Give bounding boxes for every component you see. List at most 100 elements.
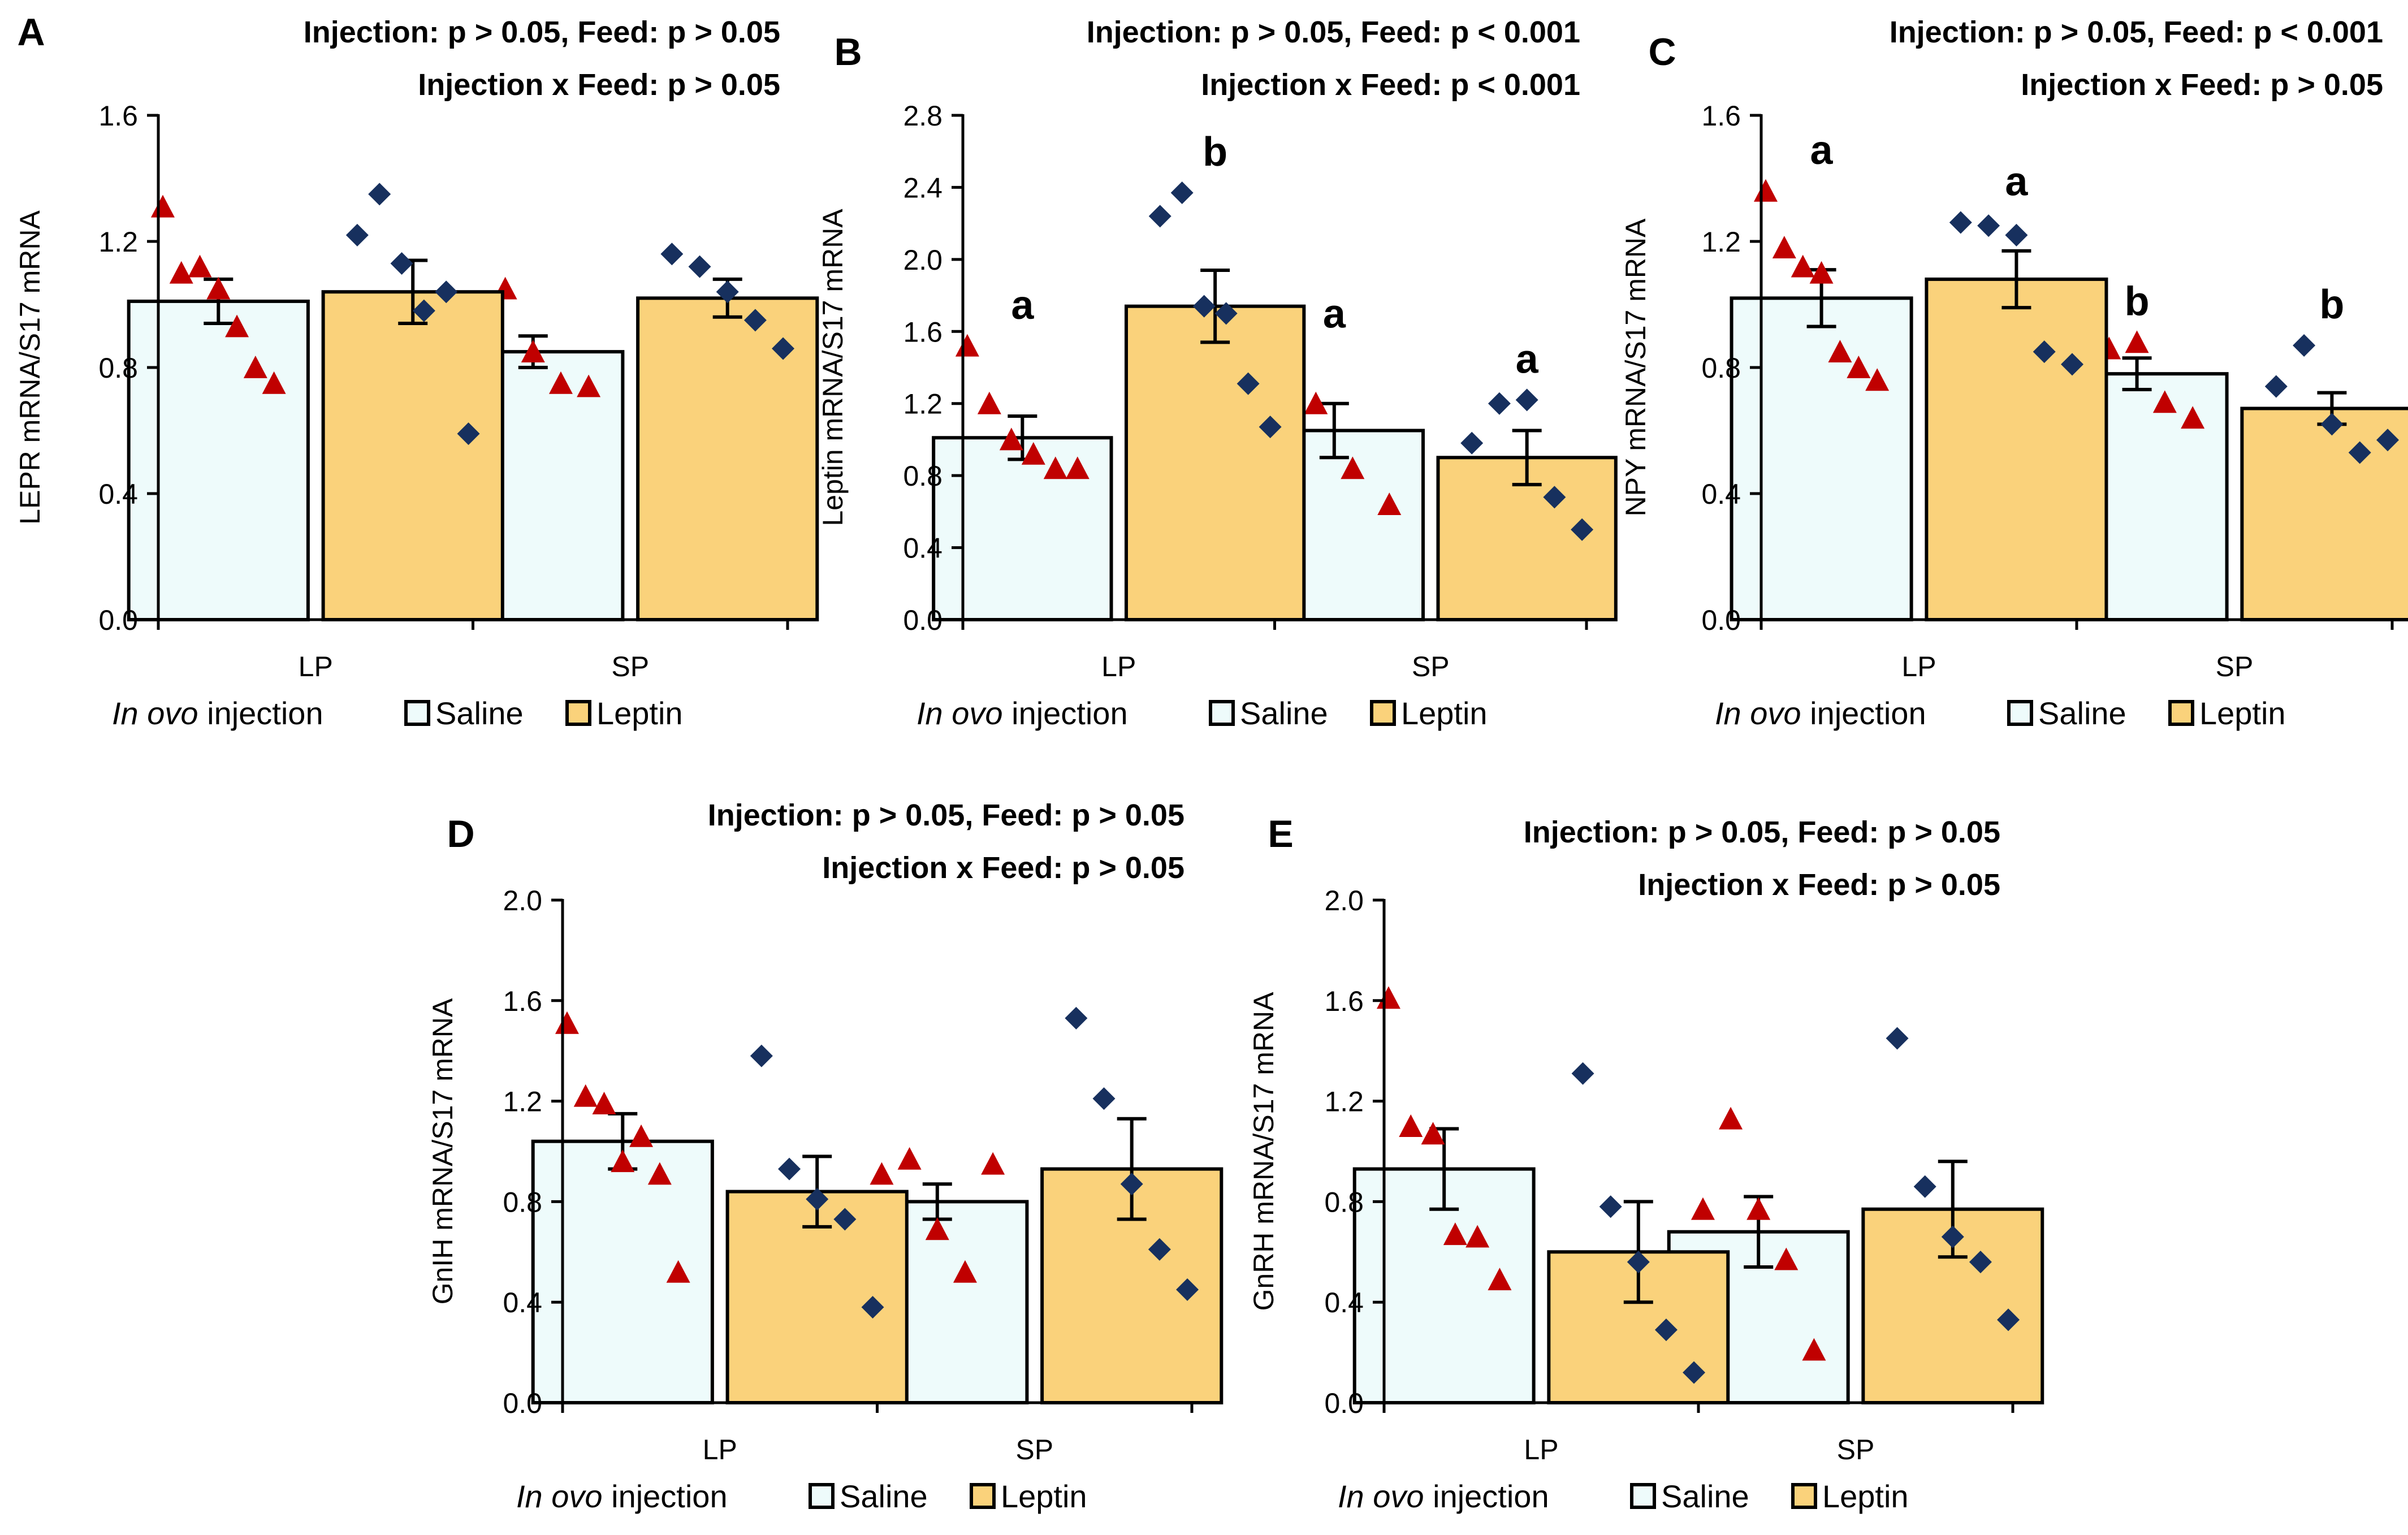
legend-title: In ovo injection [916, 695, 1128, 731]
y-tick-label: 0.0 [903, 604, 943, 636]
data-point-diamond [1170, 181, 1194, 204]
data-point-diamond [861, 1296, 884, 1319]
y-axis-label: LEPR mRNA/S17 mRNA [14, 210, 46, 525]
data-point-diamond [2348, 441, 2371, 464]
legend-swatch-saline [809, 1483, 835, 1509]
data-point-diamond [1627, 1251, 1650, 1274]
y-tick-label: 0.4 [903, 533, 943, 564]
data-point-triangle [925, 1217, 949, 1240]
data-point-diamond [1543, 486, 1566, 509]
data-point-diamond [688, 255, 711, 278]
significance-letter: a [2005, 159, 2028, 205]
data-point-triangle [206, 276, 231, 300]
y-tick-label: 0.8 [503, 1186, 542, 1218]
y-tick-label: 2.0 [503, 885, 542, 916]
x-tick-label-lp: LP [703, 1434, 737, 1465]
x-tick-label-sp: SP [1837, 1434, 1875, 1465]
y-tick-label: 1.2 [503, 1086, 542, 1118]
y-tick-label: 0.4 [98, 478, 138, 510]
stats-line-1: Injection: p > 0.05, Feed: p > 0.05 [304, 15, 780, 49]
data-point-diamond [778, 1157, 801, 1181]
x-tick-label-sp: SP [1412, 651, 1450, 682]
data-point-diamond [2293, 334, 2316, 357]
legend-swatch-leptin [565, 700, 591, 726]
bar-leptin-lp [1925, 277, 2108, 621]
significance-letter: b [2319, 282, 2344, 327]
data-point-triangle [1772, 236, 1796, 259]
data-point-triangle [2181, 406, 2205, 429]
x-tick-label-sp: SP [1015, 1434, 1053, 1465]
y-tick-label: 1.2 [1701, 226, 1741, 258]
data-point-diamond [1886, 1027, 1909, 1050]
data-point-triangle [1377, 492, 1402, 516]
data-point-diamond [457, 422, 480, 446]
y-tick-label: 1.6 [1701, 100, 1741, 132]
legend-swatch-saline [1630, 1483, 1656, 1509]
data-point-triangle [1719, 1106, 1743, 1130]
data-point-diamond [1571, 518, 1594, 541]
legend-title-italic: In ovo [1338, 1478, 1424, 1514]
x-tick-label-sp: SP [611, 651, 649, 682]
data-point-diamond [1214, 302, 1238, 325]
panel-label: E [1268, 812, 1293, 855]
y-tick-label: 1.2 [98, 226, 138, 258]
data-point-triangle [150, 194, 175, 218]
y-tick-label: 2.0 [903, 244, 943, 276]
x-tick-label-lp: LP [1101, 651, 1136, 682]
legend-label-saline: Saline [2038, 695, 2126, 731]
legend-title: In ovo injection [112, 695, 323, 731]
chart-panel-b: B Injection: p > 0.05, Feed: p < 0.001 Inj… [817, 15, 1618, 731]
data-point-diamond [1571, 1062, 1594, 1085]
y-tick-label: 0.4 [503, 1287, 542, 1318]
data-point-diamond [1092, 1087, 1116, 1110]
data-point-triangle [1753, 179, 1778, 202]
data-point-triangle [555, 1011, 579, 1034]
x-tick-label-lp: LP [1901, 651, 1936, 682]
data-point-triangle [1865, 368, 1890, 391]
data-point-diamond [390, 252, 413, 275]
bar-leptin-lp [321, 290, 504, 621]
legend-swatch-saline [2007, 700, 2033, 726]
data-point-triangle [1341, 456, 1365, 479]
data-point-diamond [806, 1187, 829, 1210]
data-point-diamond [2376, 429, 2400, 452]
y-tick-label: 0.4 [1324, 1287, 1364, 1318]
data-point-diamond [833, 1208, 857, 1231]
data-point-diamond [1176, 1278, 1199, 1301]
stats-line-2: Injection x Feed: p < 0.001 [1201, 68, 1580, 102]
legend-title-italic: In ovo [916, 695, 1003, 731]
y-axis-label: GnRH mRNA/S17 mRNA [1248, 992, 1279, 1311]
data-point-diamond [1977, 214, 2000, 237]
data-point-diamond [1969, 1251, 1992, 1274]
data-point-triangle [1021, 442, 1045, 465]
data-point-diamond [345, 223, 369, 247]
data-point-triangle [592, 1092, 616, 1114]
data-point-triangle [243, 356, 267, 378]
legend-title-italic: In ovo [1715, 695, 1801, 731]
data-point-triangle [188, 254, 212, 278]
y-tick-label: 0.0 [1324, 1387, 1364, 1419]
data-point-triangle [1746, 1197, 1771, 1220]
y-tick-label: 0.8 [1324, 1186, 1364, 1218]
data-point-diamond [1120, 1173, 1143, 1196]
y-tick-label: 1.6 [503, 985, 542, 1017]
data-point-triangle [870, 1162, 894, 1185]
significance-letter: a [1323, 292, 1346, 337]
y-axis-label: NPY mRNA/S17 mRNA [1620, 218, 1652, 517]
data-point-triangle [1304, 391, 1328, 414]
y-tick-label: 1.2 [903, 388, 943, 420]
legend-title-italic: In ovo [516, 1478, 603, 1514]
stats-line-1: Injection: p > 0.05, Feed: p < 0.001 [1890, 15, 2383, 49]
data-point-triangle [999, 427, 1023, 451]
legend-swatch-leptin [2168, 700, 2194, 726]
panel-label: D [447, 812, 474, 855]
data-point-triangle [1488, 1268, 1512, 1291]
panel-label: B [834, 31, 862, 73]
data-point-triangle [1774, 1247, 1799, 1270]
data-point-triangle [1443, 1222, 1467, 1246]
data-point-diamond [368, 183, 391, 206]
stats-line-1: Injection: p > 0.05, Feed: p < 0.001 [1087, 15, 1580, 49]
bar-saline-lp [531, 1139, 714, 1404]
data-point-diamond [1949, 211, 1972, 234]
legend-title: In ovo injection [516, 1478, 728, 1514]
